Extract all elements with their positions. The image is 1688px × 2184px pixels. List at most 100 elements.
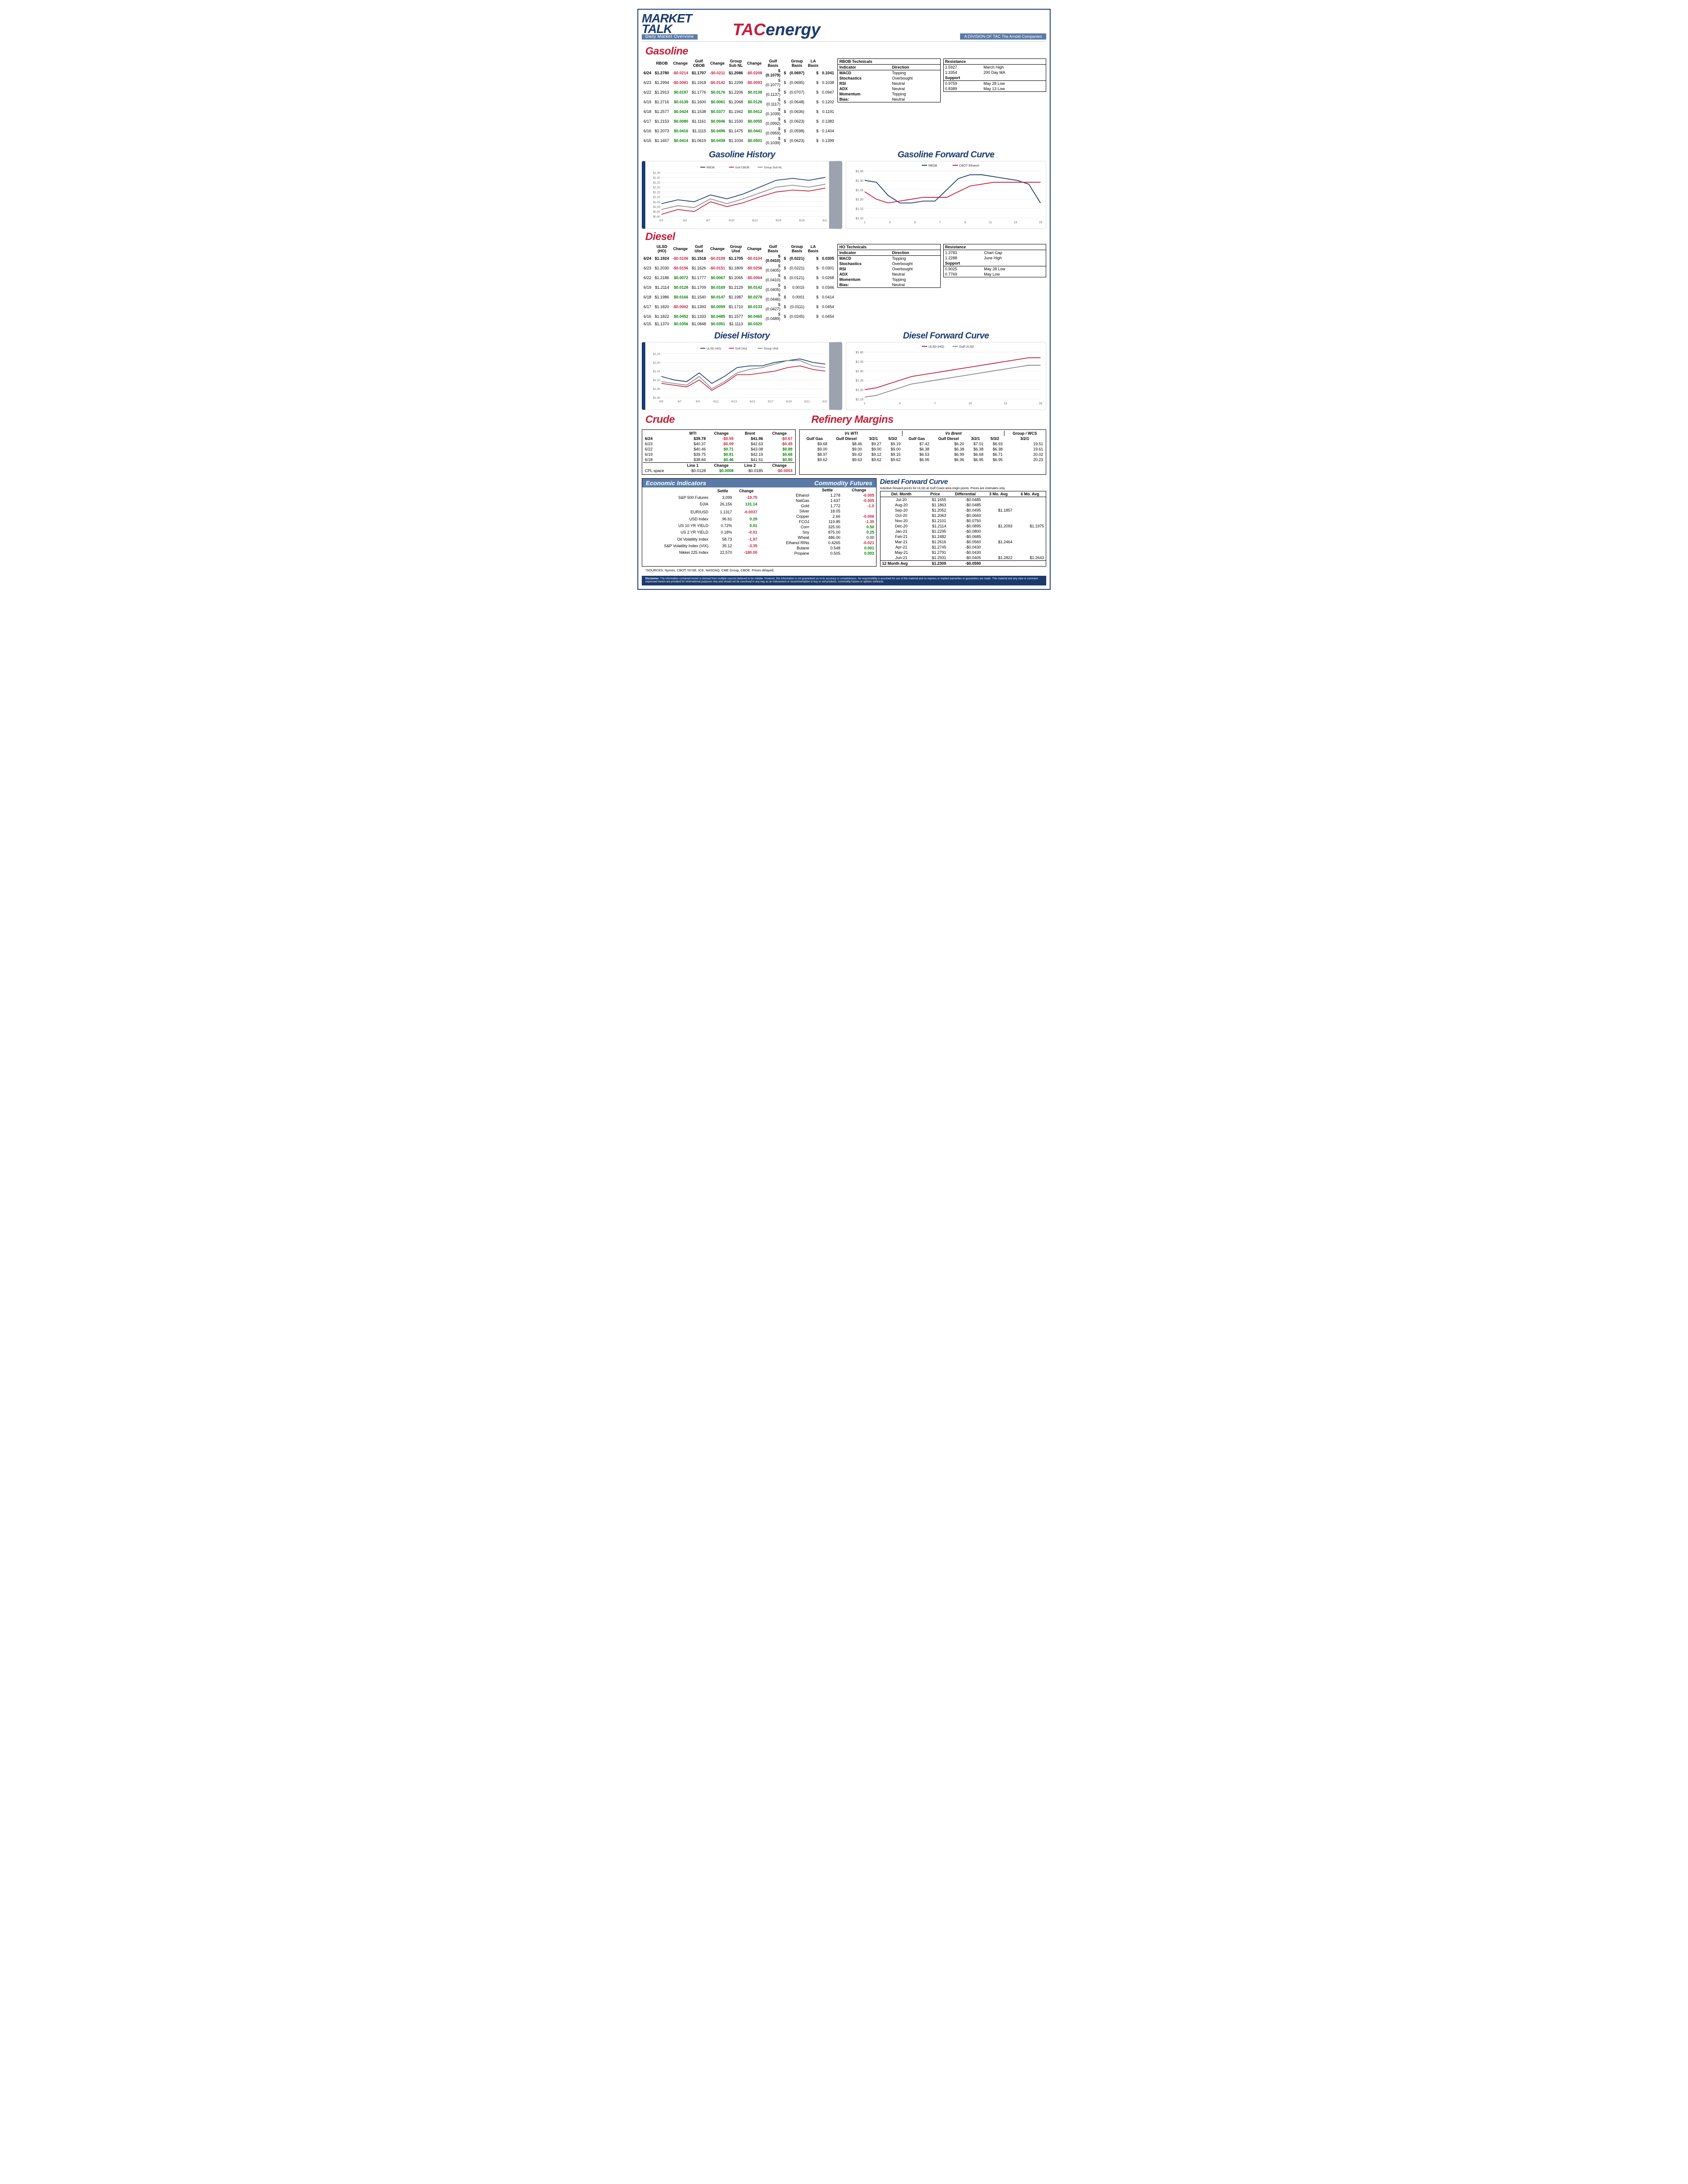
fwd-row: Apr-21$1.2745-$0.0430 bbox=[880, 545, 1046, 550]
tech-cell: Neutral bbox=[891, 282, 940, 288]
tech-cell: ADX bbox=[838, 86, 891, 91]
gasoline-history-chart: $0.90$0.95$1.00$1.05$1.10$1.15$1.20$1.25… bbox=[642, 161, 842, 229]
cell: $ bbox=[806, 126, 820, 136]
tech-col: Direction bbox=[891, 65, 940, 70]
cell: $1.2068 bbox=[727, 97, 745, 107]
crude-table: WTIChangeBrentChange6/24$39.78-$0.59$41.… bbox=[643, 431, 794, 473]
col-header: Gulf Ulsd bbox=[690, 244, 708, 254]
fwd-row: Jun-21$1.2931-$0.0405$1.2822$1.2643 bbox=[880, 555, 1046, 561]
tech-row: StochasticsOverbought bbox=[838, 76, 940, 81]
table-row: 6/24$1.2780-$0.0214$1.1707-$0.0211$1.208… bbox=[642, 68, 836, 78]
tech-cell: Topping bbox=[891, 70, 940, 76]
tech-cell: Neutral bbox=[891, 97, 940, 102]
cell: 0.1383 bbox=[820, 116, 836, 126]
cell: $ (0.0959) bbox=[764, 126, 782, 136]
cell: $ bbox=[782, 116, 788, 126]
cell: $0.0126 bbox=[745, 97, 764, 107]
cell: $0.0356 bbox=[671, 321, 690, 327]
cell: $ (0.0489) bbox=[764, 312, 782, 321]
cell: $1.1918 bbox=[690, 78, 708, 87]
cell: $ (0.1117) bbox=[764, 97, 782, 107]
svg-text:$1.00: $1.00 bbox=[653, 206, 661, 209]
cell: $ bbox=[806, 97, 820, 107]
econ-row: Propane0.5050.003 bbox=[759, 551, 876, 556]
cell: 6/22 bbox=[642, 273, 653, 283]
cell: -$0.0214 bbox=[671, 68, 690, 78]
cell: $0.0452 bbox=[671, 312, 690, 321]
table-row: 6/18$1.1986$0.0166$1.1540$0.0147$1.1987$… bbox=[642, 292, 836, 302]
cell: $1.1822 bbox=[653, 312, 671, 321]
logo-energy: energy bbox=[766, 21, 821, 39]
cell: $1.2206 bbox=[727, 87, 745, 97]
sup-row: 0.9759May 28 Low bbox=[943, 81, 1046, 87]
diesel-fwd-title: Diesel Forward Curve bbox=[846, 331, 1046, 341]
cell: $0.0166 bbox=[671, 292, 690, 302]
svg-text:$1.25: $1.25 bbox=[653, 182, 661, 185]
econ-row: NatGas1.637-0.005 bbox=[759, 498, 876, 503]
ref-col: 3/2/1 bbox=[864, 436, 883, 441]
table-row: 6/22$1.2186$0.0072$1.1777$0.0067$1.2065-… bbox=[642, 273, 836, 283]
cell: -$0.0256 bbox=[745, 263, 764, 273]
econ-col bbox=[759, 487, 813, 493]
col-header: Change bbox=[708, 244, 727, 254]
disclaimer-text: The information contained herein is deri… bbox=[645, 578, 1038, 583]
cell: $1.1034 bbox=[727, 136, 745, 145]
econ-row: US 10 YR YIELD0.72%0.01 bbox=[642, 522, 759, 529]
svg-text:10: 10 bbox=[968, 402, 972, 405]
cell: $0.0485 bbox=[708, 312, 727, 321]
fwd-row: Feb-21$1.2482-$0.0685 bbox=[880, 534, 1046, 539]
refinery-title: Refinery Margins bbox=[811, 414, 894, 426]
cell: $1.1777 bbox=[690, 273, 708, 283]
cell: $0.0465 bbox=[745, 312, 764, 321]
svg-text:Group Sub NL: Group Sub NL bbox=[764, 166, 782, 169]
cell: $0.0320 bbox=[745, 321, 764, 327]
cell: $ bbox=[806, 107, 820, 116]
cell: 0.0346 bbox=[820, 283, 836, 292]
cell: 0.0947 bbox=[820, 87, 836, 97]
cell: $ bbox=[782, 97, 788, 107]
cell bbox=[782, 321, 788, 327]
cell: $1.1600 bbox=[690, 97, 708, 107]
econ-row: FCOJ119.85-1.35 bbox=[759, 519, 876, 524]
fwd-row: Oct-20$1.2063-$0.0660 bbox=[880, 513, 1046, 518]
col-header: Group Basis bbox=[788, 244, 806, 254]
cell: $0.0061 bbox=[708, 97, 727, 107]
crude-title: Crude bbox=[645, 414, 799, 426]
svg-text:$1.15: $1.15 bbox=[855, 398, 863, 401]
cell: $0.0133 bbox=[745, 302, 764, 312]
gasoline-tables: RBOBChangeGulf CBOBChangeGroup Sub NLCha… bbox=[642, 58, 1046, 145]
cell: $ (0.0992) bbox=[764, 116, 782, 126]
cell: $0.0197 bbox=[671, 87, 690, 97]
cell: $ bbox=[782, 136, 788, 145]
tech-cell: MACD bbox=[838, 70, 891, 76]
fwd-row: Mar-21$1.2616-$0.0560$1.2464 bbox=[880, 539, 1046, 545]
cell: -$0.0002 bbox=[671, 302, 690, 312]
cell: (0.0245) bbox=[788, 312, 806, 321]
svg-text:15: 15 bbox=[1039, 221, 1042, 224]
cell: $ bbox=[782, 263, 788, 273]
cell: -$0.0064 bbox=[745, 273, 764, 283]
cell: $0.0139 bbox=[671, 97, 690, 107]
fwd-col: 3 Mo. Avg bbox=[982, 491, 1014, 497]
svg-text:RBOB: RBOB bbox=[706, 166, 714, 169]
cell: $ (0.1077) bbox=[764, 78, 782, 87]
header-subtitle: Daily Market Overview bbox=[642, 34, 698, 40]
cell: 6/18 bbox=[642, 292, 653, 302]
cell: (0.0697) bbox=[788, 68, 806, 78]
svg-text:CBOT Ethanol: CBOT Ethanol bbox=[959, 164, 979, 167]
fwd-row: Nov-20$1.2101-$0.0750 bbox=[880, 518, 1046, 523]
cell: (0.0221) bbox=[788, 263, 806, 273]
cell: $1.1393 bbox=[690, 302, 708, 312]
cell: $ bbox=[782, 68, 788, 78]
tech-cell: Topping bbox=[891, 277, 940, 282]
cell: $1.1657 bbox=[653, 136, 671, 145]
tech-row: ADXNeutral bbox=[838, 272, 940, 277]
tech-row: MomentumTopping bbox=[838, 91, 940, 97]
cell: 0.1399 bbox=[820, 136, 836, 145]
svg-text:7: 7 bbox=[934, 402, 936, 405]
svg-text:RBOB: RBOB bbox=[928, 164, 937, 167]
cpl-col: Line 2 bbox=[735, 463, 765, 469]
cell: -$0.0081 bbox=[671, 78, 690, 87]
econ-col: Settle bbox=[712, 487, 734, 494]
ref-col: 3/2/1 bbox=[1004, 436, 1045, 441]
